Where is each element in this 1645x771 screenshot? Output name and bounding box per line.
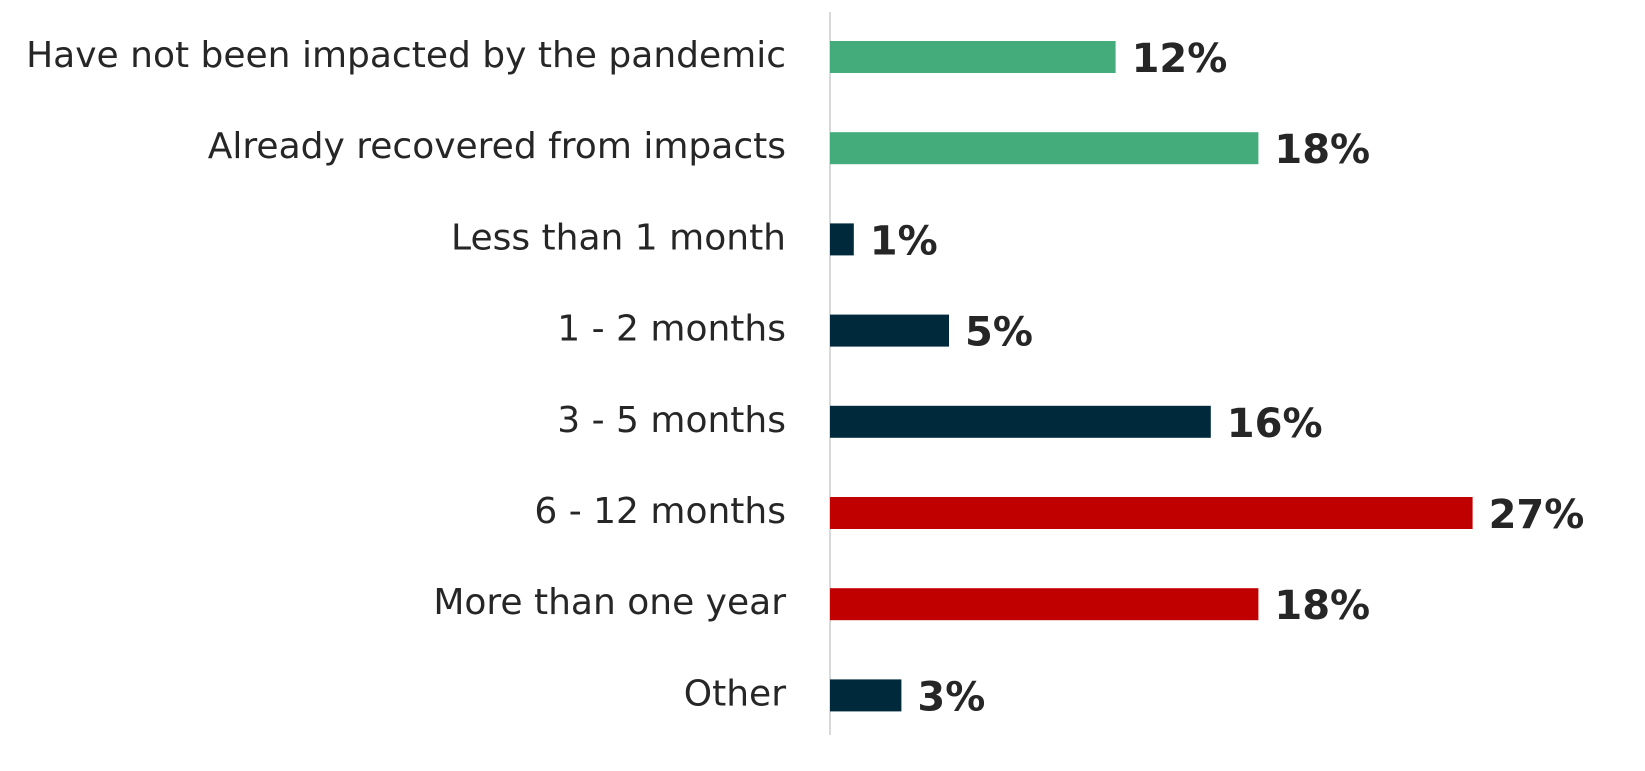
bar: [830, 588, 1259, 621]
value-label: 3%: [917, 674, 985, 720]
value-label: 1%: [870, 218, 938, 264]
bar: [830, 223, 854, 256]
bar: [830, 405, 1211, 438]
bar: [830, 132, 1259, 165]
category-label: 1 - 2 months: [557, 309, 786, 350]
value-label: 18%: [1274, 583, 1370, 629]
bar: [830, 497, 1473, 529]
value-label: 12%: [1132, 36, 1228, 82]
value-label: 18%: [1274, 127, 1370, 173]
category-label: 3 - 5 months: [557, 400, 786, 441]
category-label: Have not been impacted by the pandemic: [26, 35, 786, 76]
value-label: 5%: [965, 310, 1033, 356]
bar: [830, 679, 902, 712]
bar: [830, 314, 949, 347]
value-label: 16%: [1227, 401, 1323, 447]
category-label: 6 - 12 months: [534, 491, 786, 532]
bar: [830, 41, 1116, 73]
category-label: Less than 1 month: [451, 217, 786, 258]
category-label: Already recovered from impacts: [208, 126, 786, 167]
value-label: 27%: [1489, 492, 1585, 538]
category-label: Other: [684, 673, 786, 714]
category-label: More than one year: [433, 582, 786, 623]
